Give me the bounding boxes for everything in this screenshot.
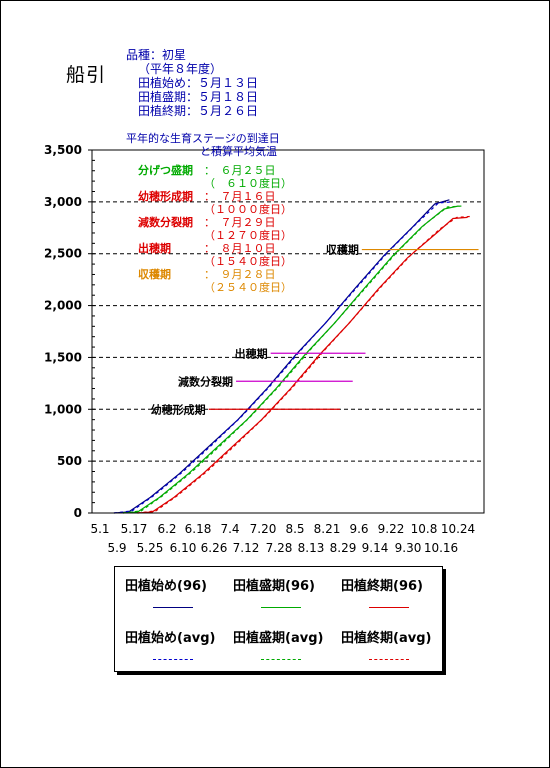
variety-line: 田植終期：５月２６日 xyxy=(138,104,259,118)
chart-heading: 平年的な生育ステージの到達日 xyxy=(126,131,280,145)
legend-label: 田植始め(96) xyxy=(125,579,207,594)
x-tick-label: 7.4 xyxy=(220,522,239,536)
variety-info: 品種：初星 （平年８年度） 田植始め：５月１３日 田植盛期：５月１８日 田植終期… xyxy=(126,48,258,118)
variety-line: 田植盛期：５月１８日 xyxy=(138,90,259,104)
legend: 田植始め(96) 田植盛期(96) 田植終期(96) 田植始め(avg) 田植盛期(av… xyxy=(114,566,443,672)
stage-temp: （ ６１０度日） xyxy=(204,176,292,190)
legend-label: 田植盛期(avg) xyxy=(233,631,324,646)
x-tick-label: 9.30 xyxy=(395,541,422,555)
legend-swatch xyxy=(261,659,301,660)
x-tick-label: 6.18 xyxy=(185,522,212,536)
x-tick-label: 10.16 xyxy=(424,541,458,555)
y-tick-label: 1,000 xyxy=(44,402,82,416)
stage-label: 収穫期 xyxy=(138,267,171,281)
stage-temp: （１２７０度日） xyxy=(204,228,292,242)
x-tick-label: 7.28 xyxy=(266,541,293,555)
series-line xyxy=(113,201,454,514)
y-tick-label: 3,500 xyxy=(44,143,82,157)
stage-date: ： ９月２８日 xyxy=(204,268,276,281)
stage-date: ： ７月１６日 xyxy=(204,190,276,203)
x-tick-label: 8.13 xyxy=(298,541,325,555)
stage-temp: （２５４０度日） xyxy=(204,280,292,294)
stage-marker-label: 出穂期 xyxy=(235,346,268,360)
x-tick-label: 6.10 xyxy=(170,541,197,555)
series-line xyxy=(113,199,450,514)
variety-line: 田植始め：５月１３日 xyxy=(138,76,259,90)
x-tick-label: 5.25 xyxy=(137,541,164,555)
stage-label: 減数分裂期 xyxy=(138,215,193,229)
x-tick-label: 9.6 xyxy=(349,522,368,536)
plot-border xyxy=(91,149,485,514)
stage-label: 幼穂形成期 xyxy=(138,189,193,203)
series-line xyxy=(137,216,468,514)
x-tick-label: 5.9 xyxy=(107,541,126,555)
legend-swatch xyxy=(261,607,301,608)
variety-line: （平年８年度） xyxy=(138,62,223,76)
stage-temp: （１０００度日） xyxy=(204,202,292,216)
variety-line: 品種：初星 xyxy=(126,48,187,62)
legend-label: 田植始め(avg) xyxy=(125,631,216,646)
x-tick-label: 7.20 xyxy=(250,522,277,536)
y-tick-label: 3,000 xyxy=(44,195,82,209)
x-tick-label: 10.24 xyxy=(441,522,475,536)
x-tick-label: 8.29 xyxy=(330,541,357,555)
stage-date: ： ８月１０日 xyxy=(204,242,276,255)
legend-label: 田植盛期(96) xyxy=(233,579,315,594)
x-tick-label: 8.21 xyxy=(314,522,341,536)
x-tick-label: 9.22 xyxy=(378,522,405,536)
stage-marker-label: 幼穂形成期 xyxy=(151,402,206,416)
stage-marker-label: 減数分裂期 xyxy=(178,374,233,388)
stage-label: 出穂期 xyxy=(138,241,171,255)
x-tick-label: 9.14 xyxy=(362,541,389,555)
x-tick-label: 5.17 xyxy=(121,522,148,536)
y-tick-label: 2,000 xyxy=(44,299,82,313)
stage-date: ： ７月２９日 xyxy=(204,216,276,229)
legend-swatch xyxy=(369,659,409,660)
stage-marker-label: 収穫期 xyxy=(326,243,359,257)
y-tick-label: 1,500 xyxy=(44,350,82,364)
legend-swatch xyxy=(153,659,193,660)
series-line xyxy=(122,205,463,514)
stage-date: ： ６月２５日 xyxy=(204,164,276,177)
x-tick-label: 5.1 xyxy=(90,522,109,536)
series-line xyxy=(137,215,472,514)
y-tick-label: 2,500 xyxy=(44,247,82,261)
x-tick-label: 8.5 xyxy=(285,522,304,536)
legend-swatch xyxy=(153,607,193,608)
stage-label: 分げつ盛期 xyxy=(138,163,193,177)
x-tick-label: 6.26 xyxy=(201,541,228,555)
x-tick-label: 10.8 xyxy=(411,522,438,536)
y-tick-label: 0 xyxy=(74,506,82,520)
legend-label: 田植終期(96) xyxy=(341,579,423,594)
y-tick-label: 500 xyxy=(57,454,82,468)
chart-heading: と積算平均気温 xyxy=(200,144,277,158)
x-tick-label: 6.2 xyxy=(157,522,176,536)
x-tick-label: 7.12 xyxy=(233,541,260,555)
stage-temp: （１５４０度日） xyxy=(204,254,292,268)
series-line xyxy=(122,205,459,514)
legend-label: 田植終期(avg) xyxy=(341,631,432,646)
place-name: 船引 xyxy=(66,64,107,86)
legend-swatch xyxy=(369,607,409,608)
